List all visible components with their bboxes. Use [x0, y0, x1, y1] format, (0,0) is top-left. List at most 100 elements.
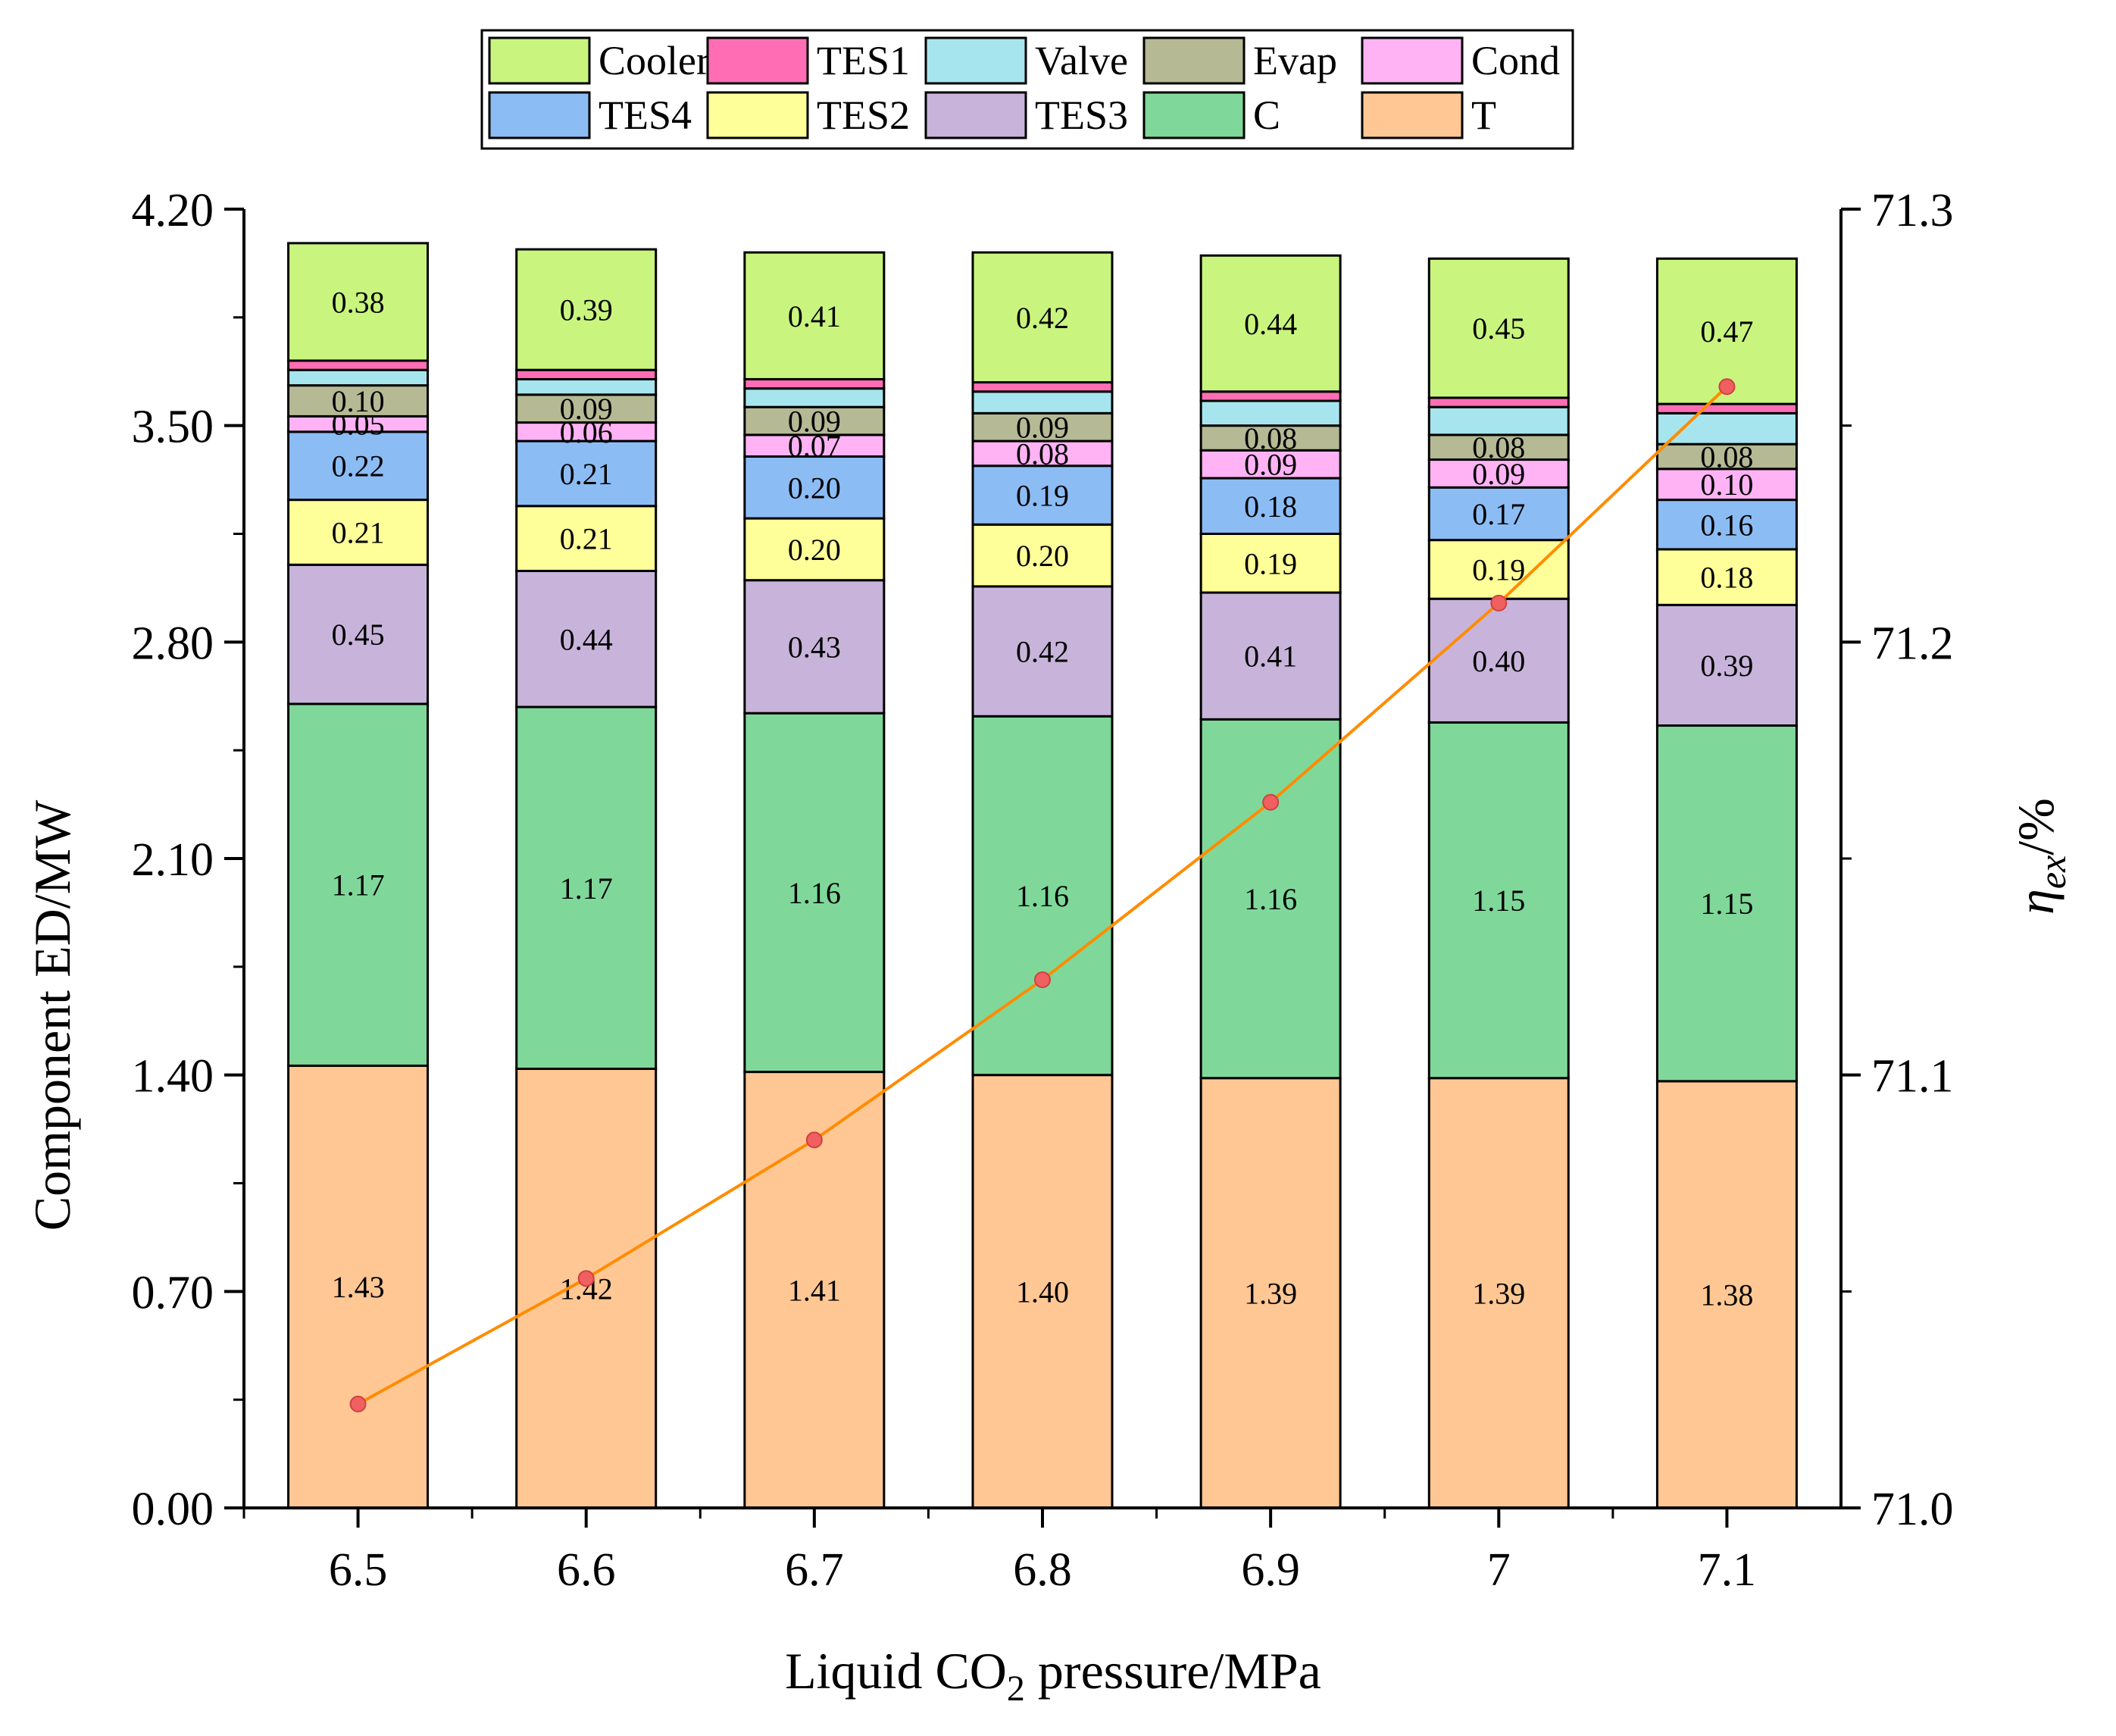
data-label-c-6.7: 1.16 — [788, 876, 841, 910]
y2-tick-label-71.0: 71.0 — [1871, 1484, 1954, 1535]
bar-valve-6.5 — [287, 368, 430, 387]
legend-swatch-tes1 — [706, 36, 809, 85]
bar-evap-7 — [1427, 433, 1570, 461]
data-label-t-6.9: 1.39 — [1244, 1276, 1297, 1310]
data-label-evap-6.7: 0.09 — [788, 405, 841, 439]
bar-cooler-6.5 — [287, 242, 430, 362]
bar-t-6.5 — [287, 1064, 430, 1509]
x-title-pre: Liquid CO — [785, 1642, 1007, 1700]
bar-cooler-6.7 — [743, 251, 886, 380]
legend-label-evap: Evap — [1253, 38, 1337, 83]
data-label-tes3-6.9: 0.41 — [1244, 640, 1297, 674]
data-label-t-6.5: 1.43 — [332, 1270, 385, 1304]
data-label-cond-7.1: 0.10 — [1700, 468, 1753, 502]
data-label-tes2-6.5: 0.21 — [332, 515, 385, 549]
bar-tes4-7 — [1427, 486, 1570, 542]
legend-label-t: T — [1471, 92, 1496, 138]
bar-tes3-7 — [1427, 597, 1570, 724]
bar-tes1-7 — [1427, 396, 1570, 408]
bar-valve-6.9 — [1199, 399, 1342, 427]
data-label-cooler-6.6: 0.39 — [560, 293, 613, 327]
bar-cooler-6.8 — [971, 251, 1114, 384]
bar-tes4-7.1 — [1655, 499, 1798, 551]
bar-evap-6.8 — [971, 411, 1114, 443]
y-tick-label-0.70: 0.70 — [132, 1267, 214, 1318]
legend-swatch-evap — [1142, 36, 1246, 85]
x-tick-label-6.8: 6.8 — [1013, 1544, 1072, 1596]
bar-c-6.9 — [1199, 718, 1342, 1080]
bar-tes2-6.5 — [287, 499, 430, 566]
data-label-evap-6.8: 0.09 — [1016, 411, 1069, 445]
y-tick-label-2.80: 2.80 — [132, 618, 214, 669]
plot-area: 1.43 1.42 1.41 1.40 1.39 1.39 1.381.17 1.17 1.16… — [132, 185, 1954, 1596]
data-label-tes2-6.7: 0.20 — [788, 533, 841, 567]
legend: Cooler TES1 Valve Evap Cond TES4 TES2 TES3 C T — [480, 29, 1574, 150]
data-label-tes3-6.5: 0.45 — [332, 618, 385, 652]
efficiency-point-6.9 — [1262, 793, 1280, 811]
efficiency-point-7.1 — [1718, 378, 1736, 396]
data-label-evap-7.1: 0.08 — [1700, 439, 1753, 474]
data-label-tes4-6.9: 0.18 — [1244, 490, 1297, 524]
x-tick-label-7: 7 — [1487, 1544, 1511, 1596]
data-label-t-7: 1.39 — [1472, 1276, 1525, 1310]
data-label-cooler-6.8: 0.42 — [1016, 301, 1069, 335]
bar-tes1-6.8 — [971, 381, 1114, 393]
y-tick-label-1.40: 1.40 — [132, 1051, 214, 1103]
legend-swatch-cooler — [488, 36, 591, 85]
bar-evap-6.5 — [287, 384, 430, 418]
efficiency-point-6.5 — [349, 1395, 367, 1412]
data-label-cooler-6.5: 0.38 — [332, 285, 385, 319]
data-label-tes4-6.7: 0.20 — [788, 471, 841, 505]
efficiency-point-6.7 — [805, 1131, 823, 1149]
data-label-tes2-7: 0.19 — [1472, 552, 1525, 586]
bar-tes3-6.8 — [971, 585, 1114, 718]
data-label-evap-7: 0.08 — [1472, 430, 1525, 464]
bar-tes4-6.9 — [1199, 477, 1342, 535]
data-label-tes4-6.6: 0.21 — [560, 457, 613, 491]
data-label-tes4-6.5: 0.22 — [332, 449, 385, 483]
legend-swatch-tes3 — [924, 91, 1027, 139]
legend-label-valve: Valve — [1035, 38, 1128, 83]
data-label-tes3-6.8: 0.42 — [1016, 635, 1069, 669]
bar-c-7 — [1427, 721, 1570, 1080]
legend-label-tes3: TES3 — [1035, 92, 1128, 138]
data-label-t-7.1: 1.38 — [1700, 1278, 1753, 1312]
y2-tick-label-71.1: 71.1 — [1871, 1051, 1954, 1103]
legend-label-cond: Cond — [1471, 38, 1560, 83]
data-label-t-6.8: 1.40 — [1016, 1275, 1069, 1309]
data-label-tes3-7: 0.40 — [1472, 644, 1525, 678]
data-label-c-7.1: 1.15 — [1700, 887, 1753, 921]
bar-valve-7 — [1427, 405, 1570, 436]
bar-evap-6.7 — [743, 405, 886, 436]
x-tick-label-6.5: 6.5 — [329, 1544, 388, 1596]
bar-tes3-6.7 — [743, 579, 886, 715]
bar-c-6.8 — [971, 715, 1114, 1077]
x-title-post: pressure/MPa — [1025, 1642, 1321, 1700]
legend-label-tes4: TES4 — [599, 92, 692, 138]
y2-tick-label-71.2: 71.2 — [1871, 618, 1954, 669]
bar-cond-6.7 — [743, 433, 886, 458]
y2-title-main: η — [2007, 889, 2064, 915]
data-label-c-6.8: 1.16 — [1016, 879, 1069, 913]
y-tick-label-2.10: 2.10 — [132, 834, 214, 886]
y2-title-post: /% — [2007, 798, 2064, 855]
data-label-tes3-6.7: 0.43 — [788, 630, 841, 664]
bar-tes2-6.7 — [743, 517, 886, 582]
legend-label-tes1: TES1 — [817, 38, 910, 83]
x-axis-title: Liquid CO2 pressure/MPa — [785, 1642, 1321, 1709]
data-label-tes3-6.6: 0.44 — [560, 622, 613, 656]
y-tick-label-4.20: 4.20 — [132, 185, 214, 236]
y2-axis-title: ηex/% — [2007, 798, 2074, 915]
bar-t-6.8 — [971, 1074, 1114, 1509]
legend-label-cooler: Cooler — [599, 38, 710, 83]
data-label-c-6.9: 1.16 — [1244, 882, 1297, 916]
efficiency-point-7 — [1490, 594, 1508, 612]
bar-c-6.6 — [515, 705, 658, 1071]
bar-tes1-6.7 — [743, 377, 886, 390]
bar-tes3-6.9 — [1199, 591, 1342, 721]
legend-swatch-cond — [1361, 36, 1464, 85]
data-label-t-6.7: 1.41 — [788, 1273, 841, 1307]
data-label-tes4-7: 0.17 — [1472, 497, 1525, 531]
data-label-c-6.6: 1.17 — [560, 871, 613, 906]
legend-label-c: C — [1253, 92, 1280, 138]
